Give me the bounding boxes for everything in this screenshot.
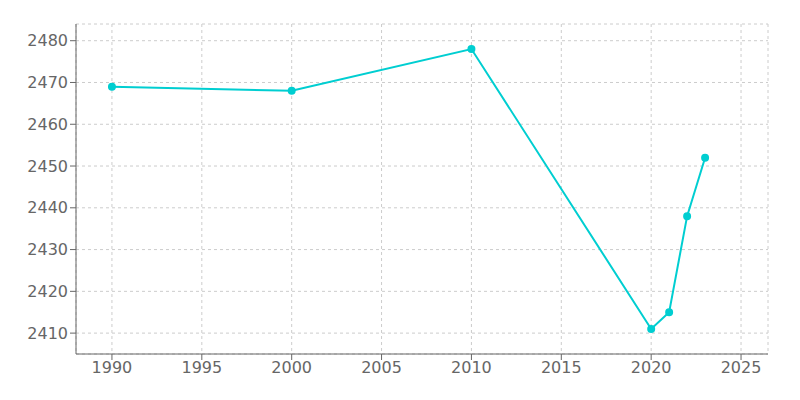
svg-text:2480: 2480 [27, 31, 68, 50]
svg-text:2010: 2010 [451, 358, 492, 377]
svg-text:1990: 1990 [92, 358, 133, 377]
svg-text:2420: 2420 [27, 282, 68, 301]
svg-text:1995: 1995 [181, 358, 222, 377]
svg-text:2470: 2470 [27, 73, 68, 92]
svg-text:2440: 2440 [27, 198, 68, 217]
svg-text:2000: 2000 [271, 358, 312, 377]
svg-text:2005: 2005 [361, 358, 402, 377]
svg-text:2025: 2025 [721, 358, 762, 377]
svg-text:2410: 2410 [27, 324, 68, 343]
svg-text:2450: 2450 [27, 157, 68, 176]
svg-text:2015: 2015 [541, 358, 582, 377]
svg-text:2460: 2460 [27, 115, 68, 134]
svg-text:2430: 2430 [27, 240, 68, 259]
svg-text:2020: 2020 [631, 358, 672, 377]
